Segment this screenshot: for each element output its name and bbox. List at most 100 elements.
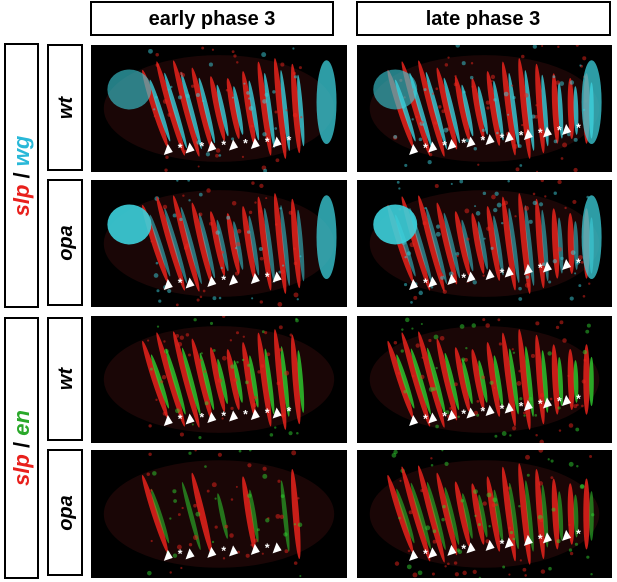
speckle [261,330,265,334]
speckle [162,411,167,416]
stripe [493,355,504,408]
stripe [427,482,446,550]
arrowhead [447,410,457,422]
asterisk: * [221,138,226,152]
stripe [233,360,243,403]
speckle [582,295,586,298]
speckle [536,170,539,172]
speckle [185,333,190,337]
speckle [485,539,490,544]
speckle [236,229,242,234]
speckle [578,284,582,288]
speckle [490,80,493,83]
speckle [411,374,415,378]
speckle [300,116,303,119]
speckle [459,180,464,184]
speckle [435,424,439,429]
stripe [273,58,287,159]
speckle [283,532,288,537]
speckle [488,525,491,528]
asterisk: * [178,547,183,561]
speckle [573,404,578,409]
microscopy-image: * * * * * [357,180,612,307]
separator: / [9,442,34,448]
stripe [462,493,473,539]
asterisk: * [287,134,292,148]
speckle [435,87,439,91]
speckle [299,574,302,578]
speckle [411,118,414,121]
stripe [501,196,516,291]
speckle [238,450,242,453]
row-label-box [47,44,83,171]
asterisk: * [442,410,447,424]
speckle [242,335,245,338]
stripe [180,206,202,285]
stripe [444,487,460,545]
gene-label: wg [9,135,34,166]
speckle [176,544,182,550]
speckle [575,260,580,265]
speckle [184,243,190,248]
speckle [202,289,206,293]
asterisk: * [500,266,505,280]
asterisk: * [461,542,466,556]
speckle [197,165,200,168]
speckle [502,202,506,206]
stripe [477,86,488,135]
stripe [264,207,275,284]
asterisk: * [423,141,428,155]
speckle [406,251,412,256]
speckle [233,377,238,382]
microscopy-image: * * * * * * * * * [357,45,612,172]
speckle [431,572,435,576]
row-label-box [47,317,83,441]
speckle [237,550,240,554]
stripe [418,465,445,563]
speckle [264,331,268,335]
stripe [198,212,216,279]
speckle [265,197,268,200]
stripe [216,84,229,137]
speckle [574,542,579,546]
speckle [444,461,449,467]
speckle [148,48,153,54]
arrowhead [485,134,495,146]
speckle [150,489,153,492]
speckle [231,137,235,141]
arrowhead [428,547,438,559]
speckle [574,272,577,275]
speckle [440,275,445,280]
speckle [293,292,299,298]
speckle [550,459,554,463]
arrowhead [229,274,239,286]
stripe [589,356,594,407]
stripe [210,76,226,141]
row-label: opa [55,225,77,261]
stripe [501,332,516,427]
speckle [583,358,587,362]
speckle [230,364,235,369]
speckle [263,168,268,172]
speckle [482,501,487,506]
speckle [493,98,497,102]
speckle [248,450,252,452]
stripe [191,338,213,421]
arrowhead [409,549,419,561]
arrowhead [466,407,476,419]
arrowhead [447,139,457,151]
speckle [441,450,444,452]
speckle [259,209,263,213]
speckle [298,66,302,70]
stripe [486,71,501,146]
speckle [470,62,474,65]
stripe [486,206,501,281]
speckle [507,486,511,490]
speckle [212,296,217,301]
stripe [501,466,516,562]
speckle [580,484,585,489]
stripe [501,61,516,156]
speckle [429,153,433,157]
speckle [432,539,437,544]
